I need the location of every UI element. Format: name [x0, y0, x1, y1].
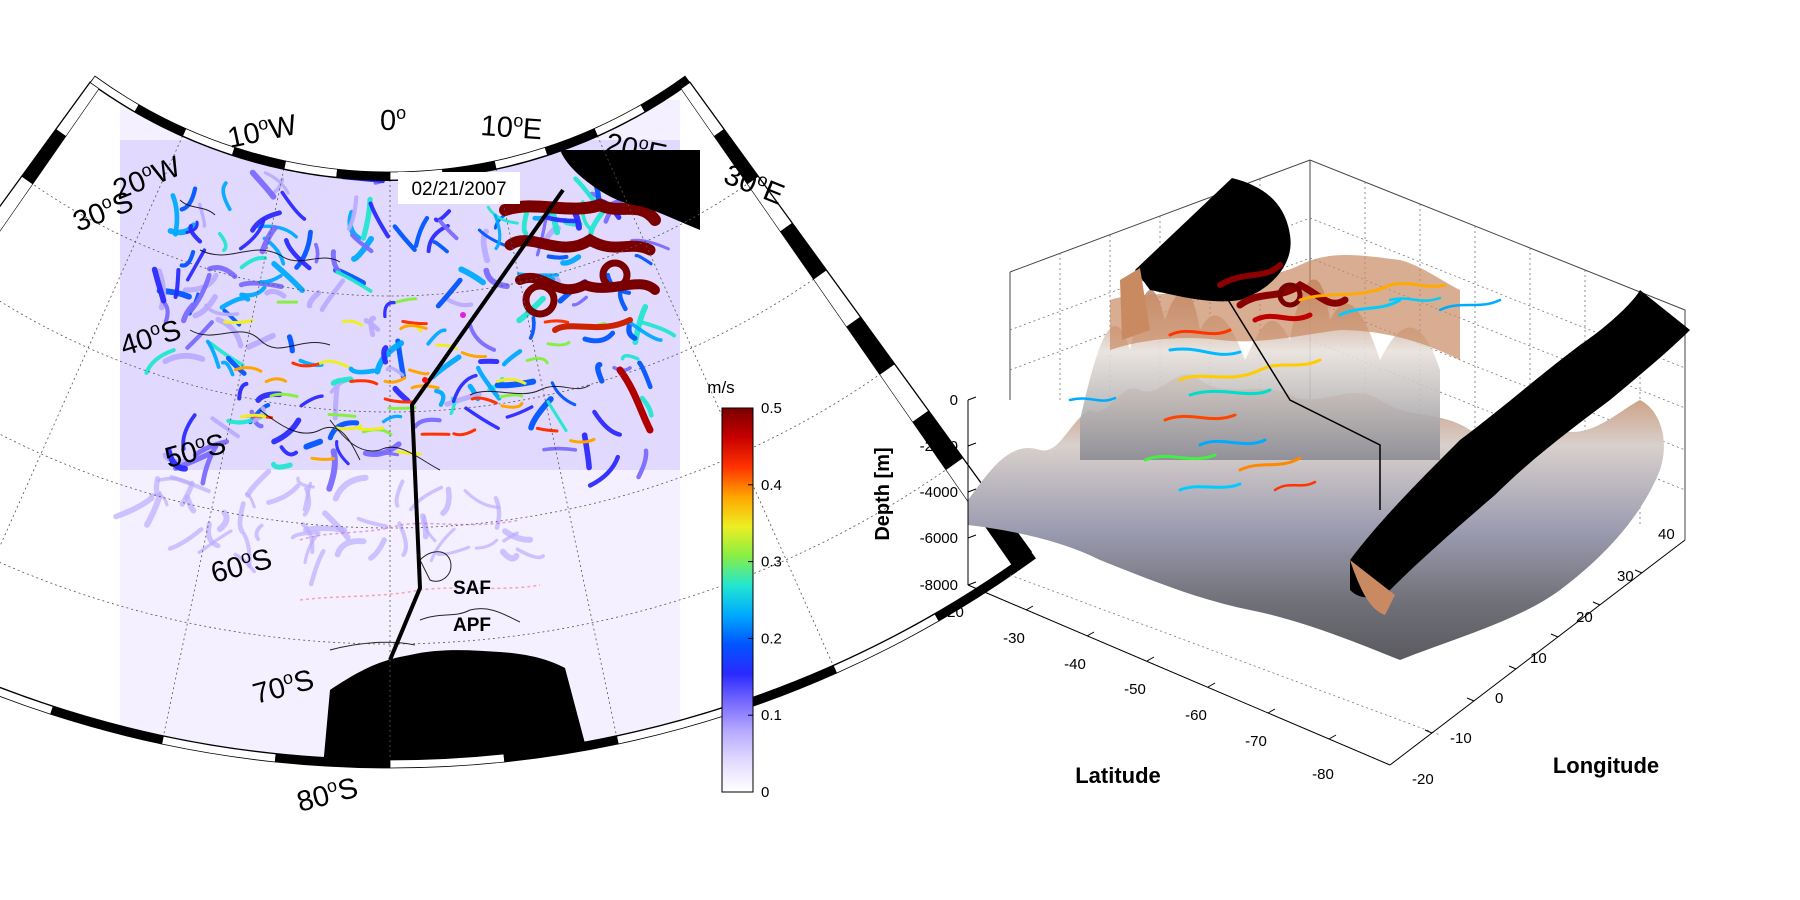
y-tick: 20: [1576, 609, 1593, 626]
z-tick: -8000: [920, 577, 958, 594]
axis-ticks: [967, 396, 1643, 740]
lon-label-0: 0o: [380, 103, 406, 137]
x-tick-labels: -20 -30 -40 -50 -60 -70 -80: [942, 604, 1334, 783]
x-tick: -70: [1245, 733, 1267, 750]
antarctica-wall: [1350, 290, 1690, 598]
y-tick: 10: [1530, 650, 1547, 667]
z-tick: -4000: [920, 484, 958, 501]
x-tick: -80: [1312, 766, 1334, 783]
axes: [967, 400, 1686, 766]
lat-label-70s: 70oS: [249, 662, 317, 711]
z-tick: -2000: [920, 438, 958, 455]
y-tick: -10: [1450, 730, 1472, 747]
x-tick: -50: [1124, 681, 1146, 698]
africa-landmass: [560, 150, 700, 230]
z-tick-labels: 0 -2000 -4000 -6000 -8000: [920, 392, 958, 594]
map-panel: 02/21/2007 SAF APF 20oW 10oW 0o 10oE 20o…: [0, 75, 1036, 819]
lat-label-60s: 60oS: [207, 541, 275, 590]
colorbar-tick-label: 0.1: [761, 707, 782, 724]
y-tick: -20: [1412, 771, 1434, 788]
x-tick: -20: [942, 604, 964, 621]
lon-label-10w: 10oW: [224, 107, 300, 155]
front-label-apf: APF: [453, 615, 491, 636]
lon-label-10e: 10oE: [480, 108, 544, 146]
section-track: [388, 188, 565, 661]
antarctica-landmass: [320, 650, 600, 760]
x-axis-label: Latitude: [1075, 763, 1161, 788]
colorbar-gradient: [721, 407, 754, 793]
z-tick: 0: [950, 392, 958, 409]
surface-speed-streaks: [1068, 262, 1502, 492]
z-tick: -6000: [920, 530, 958, 547]
front-label-saf: SAF: [453, 578, 491, 599]
bathymetry-surface: [968, 178, 1690, 660]
surface-panel: 0 -2000 -4000 -6000 -8000 Depth [m] -20 …: [872, 159, 1690, 788]
date-label: 02/21/2007: [411, 179, 506, 200]
y-tick: 40: [1658, 526, 1675, 543]
latitude-labels: 30oS 40oS 50oS 60oS 70oS 80oS: [69, 186, 362, 819]
lat-label-80s: 80oS: [293, 770, 361, 819]
graticule: [0, 135, 963, 760]
lon-label-20e: 20oE: [603, 126, 670, 172]
colorbar-tick-label: 0.3: [761, 554, 782, 571]
x-tick: -60: [1185, 707, 1207, 724]
y-tick: 30: [1617, 568, 1634, 585]
colorbar-tick-label: 0.4: [761, 477, 782, 494]
colorbar: m/s 0.5 0.4 0.3 0.2 0.1 0: [707, 378, 782, 801]
speed-field: [0, 100, 963, 760]
colorbar-tick-label: 0.2: [761, 630, 782, 647]
x-tick: -40: [1064, 656, 1086, 673]
section-line-3d: [1221, 289, 1381, 510]
y-tick: 0: [1495, 690, 1503, 707]
y-axis-label: Longitude: [1553, 753, 1659, 778]
map-frame-ticks: [0, 75, 1036, 769]
date-box: 02/21/2007: [398, 172, 520, 204]
colorbar-unit: m/s: [707, 378, 734, 397]
colorbar-tick-label: 0: [761, 784, 769, 801]
z-axis-label: Depth [m]: [872, 447, 894, 540]
africa-wall: [1135, 178, 1291, 302]
bathymetry-contours: [179, 199, 591, 651]
colorbar-tick-label: 0.5: [761, 400, 782, 417]
y-tick-labels: -20 -10 0 10 20 30 40: [1412, 526, 1675, 788]
colorbar-ticks: 0.5 0.4 0.3 0.2 0.1 0: [748, 400, 782, 801]
x-tick: -30: [1003, 630, 1025, 647]
lon-label-30e: 30oE: [719, 157, 789, 212]
